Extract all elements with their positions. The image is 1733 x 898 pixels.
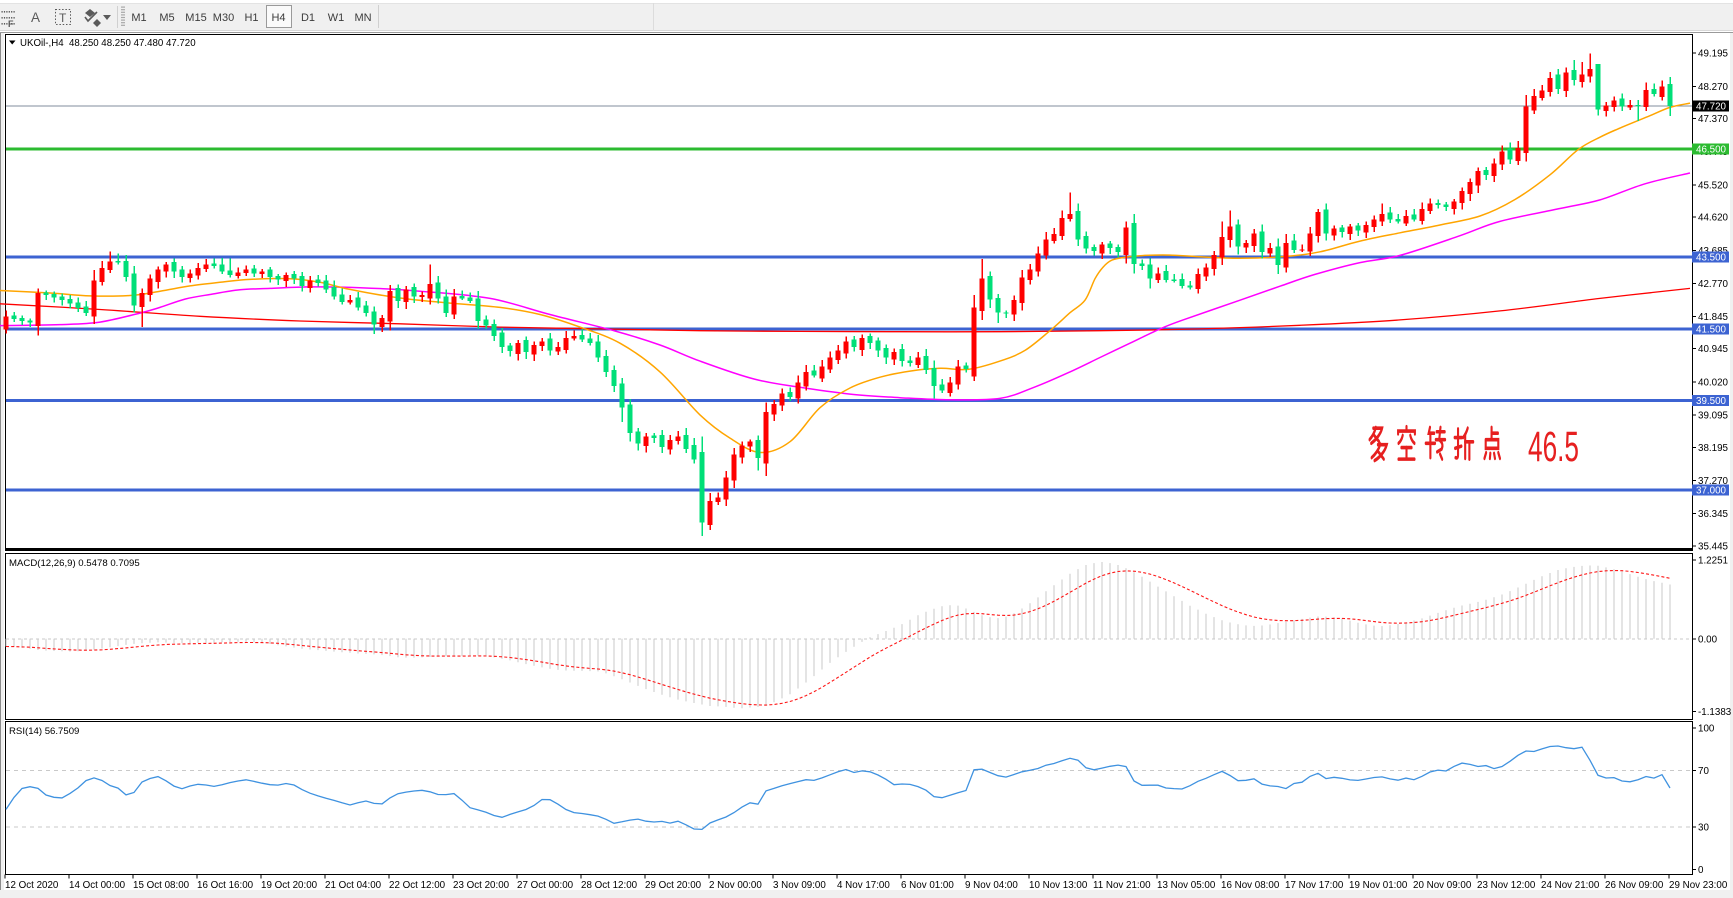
svg-text:15 Oct 08:00: 15 Oct 08:00	[133, 880, 190, 891]
svg-text:41.500: 41.500	[1696, 325, 1727, 336]
svg-text:A: A	[31, 10, 40, 25]
svg-text:M30: M30	[213, 12, 234, 24]
svg-text:UKOil-,H4 48.250 48.250 47.48: UKOil-,H4 48.250 48.250 47.480 47.720	[20, 38, 196, 49]
svg-text:24 Nov 21:00: 24 Nov 21:00	[1541, 880, 1600, 891]
svg-text:M1: M1	[131, 12, 146, 24]
svg-text:W1: W1	[328, 12, 345, 24]
svg-text:13 Nov 05:00: 13 Nov 05:00	[1157, 880, 1216, 891]
svg-text:16 Oct 16:00: 16 Oct 16:00	[197, 880, 254, 891]
svg-text:1.2251: 1.2251	[1698, 556, 1728, 567]
svg-text:22 Oct 12:00: 22 Oct 12:00	[389, 880, 446, 891]
svg-text:14 Oct 00:00: 14 Oct 00:00	[69, 880, 126, 891]
svg-text:46.500: 46.500	[1696, 145, 1727, 156]
svg-text:37.270: 37.270	[1698, 476, 1729, 487]
svg-text:47.370: 47.370	[1698, 114, 1729, 125]
svg-text:M15: M15	[185, 12, 206, 24]
svg-text:M5: M5	[159, 12, 174, 24]
svg-text:48.270: 48.270	[1698, 82, 1729, 93]
svg-text:41.845: 41.845	[1698, 312, 1729, 323]
svg-text:29 Oct 20:00: 29 Oct 20:00	[645, 880, 702, 891]
svg-text:40.945: 40.945	[1698, 344, 1729, 355]
svg-text:F: F	[8, 19, 14, 29]
svg-text:23 Nov 12:00: 23 Nov 12:00	[1477, 880, 1536, 891]
svg-text:70: 70	[1698, 766, 1709, 777]
svg-text:19 Nov 01:00: 19 Nov 01:00	[1349, 880, 1408, 891]
svg-text:-1.1383: -1.1383	[1698, 707, 1732, 718]
svg-text:49.195: 49.195	[1698, 49, 1729, 60]
svg-text:RSI(14) 56.7509: RSI(14) 56.7509	[9, 726, 79, 737]
svg-text:45.520: 45.520	[1698, 180, 1729, 191]
svg-text:H4: H4	[271, 12, 285, 24]
svg-text:12 Oct 2020: 12 Oct 2020	[5, 880, 59, 891]
svg-text:44.620: 44.620	[1698, 213, 1729, 224]
svg-text:20 Nov 09:00: 20 Nov 09:00	[1413, 880, 1472, 891]
svg-text:40.020: 40.020	[1698, 377, 1729, 388]
svg-text:39.500: 39.500	[1696, 396, 1727, 407]
svg-text:19 Oct 20:00: 19 Oct 20:00	[261, 880, 318, 891]
svg-text:35.445: 35.445	[1698, 541, 1729, 552]
svg-text:29 Nov 23:00: 29 Nov 23:00	[1669, 880, 1728, 891]
svg-text:11 Nov 21:00: 11 Nov 21:00	[1093, 880, 1151, 891]
svg-text:30: 30	[1698, 823, 1709, 834]
svg-text:39.095: 39.095	[1698, 411, 1729, 422]
svg-text:28 Oct 12:00: 28 Oct 12:00	[581, 880, 638, 891]
svg-text:47.720: 47.720	[1696, 102, 1727, 113]
svg-text:10 Nov 13:00: 10 Nov 13:00	[1029, 880, 1088, 891]
svg-text:3 Nov 09:00: 3 Nov 09:00	[773, 880, 826, 891]
svg-text:MACD(12,26,9) 0.5478 0.7095: MACD(12,26,9) 0.5478 0.7095	[9, 558, 140, 569]
svg-text:2 Nov 00:00: 2 Nov 00:00	[709, 880, 762, 891]
svg-text:100: 100	[1698, 724, 1715, 735]
svg-text:38.195: 38.195	[1698, 443, 1729, 454]
svg-text:27 Oct 00:00: 27 Oct 00:00	[517, 880, 574, 891]
svg-text:37.000: 37.000	[1696, 486, 1727, 497]
svg-text:0: 0	[1698, 865, 1704, 876]
svg-text:46.5: 46.5	[1528, 423, 1579, 471]
svg-text:9 Nov 04:00: 9 Nov 04:00	[965, 880, 1018, 891]
svg-text:4 Nov 17:00: 4 Nov 17:00	[837, 880, 890, 891]
svg-text:6 Nov 01:00: 6 Nov 01:00	[901, 880, 954, 891]
svg-text:16 Nov 08:00: 16 Nov 08:00	[1221, 880, 1280, 891]
svg-text:26 Nov 09:00: 26 Nov 09:00	[1605, 880, 1664, 891]
svg-text:23 Oct 20:00: 23 Oct 20:00	[453, 880, 510, 891]
svg-text:D1: D1	[301, 12, 315, 24]
svg-text:21 Oct 04:00: 21 Oct 04:00	[325, 880, 382, 891]
svg-text:MN: MN	[354, 12, 371, 24]
svg-text:T: T	[59, 11, 67, 25]
svg-text:43.500: 43.500	[1696, 253, 1727, 264]
svg-text:17 Nov 17:00: 17 Nov 17:00	[1285, 880, 1344, 891]
svg-text:0.00: 0.00	[1698, 634, 1718, 645]
svg-text:42.770: 42.770	[1698, 279, 1729, 290]
svg-text:36.345: 36.345	[1698, 509, 1729, 520]
svg-text:H1: H1	[244, 12, 258, 24]
